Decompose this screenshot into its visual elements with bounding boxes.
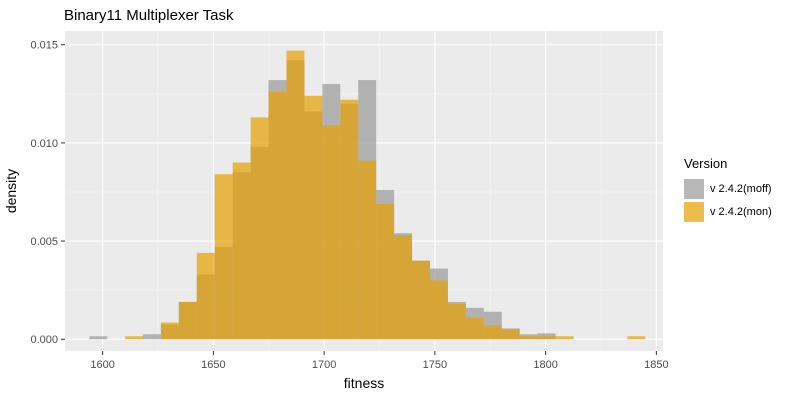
legend-item-mon: v 2.4.2(mon)	[684, 200, 772, 223]
bar-mon	[250, 117, 269, 340]
legend-label-moff: v 2.4.2(moff)	[710, 182, 772, 195]
legend: Version v 2.4.2(moff) v 2.4.2(mon)	[684, 156, 772, 223]
bar-mon	[376, 203, 395, 340]
bar-mon	[447, 303, 466, 340]
legend-label-mon: v 2.4.2(mon)	[710, 205, 772, 218]
x-tick-label: 1750	[423, 359, 447, 371]
y-tick-label: 0.010	[30, 138, 58, 150]
bar-mon	[358, 160, 377, 340]
x-axis: 1600 1650 1700 1750 1800 1850	[90, 351, 669, 371]
x-axis-label: fitness	[344, 375, 384, 391]
legend-key-mon	[684, 201, 704, 222]
y-axis: 0.000 0.005 0.010 0.015	[30, 40, 65, 346]
x-tick-label: 1850	[644, 359, 668, 371]
bar-mon	[178, 301, 197, 340]
y-axis-label: density	[3, 169, 19, 213]
bar-mon	[268, 91, 287, 340]
bar-mon	[501, 329, 520, 340]
bar-mon	[196, 252, 215, 340]
bar-mon	[537, 336, 556, 340]
bar-mon	[214, 174, 233, 340]
bar-mon	[483, 325, 502, 340]
y-tick-label: 0.000	[30, 334, 58, 346]
x-tick-label: 1800	[533, 359, 557, 371]
bar-mon	[340, 99, 359, 340]
bar-mon	[555, 336, 574, 340]
bar-moff	[89, 336, 108, 340]
legend-key-moff	[684, 178, 704, 199]
x-tick-label: 1600	[90, 359, 114, 371]
bar-mon	[430, 280, 448, 340]
bar-mon	[465, 317, 484, 340]
bar-mon	[304, 95, 323, 340]
legend-title: Version	[684, 156, 728, 171]
x-tick-label: 1700	[312, 359, 336, 371]
bar-mon	[519, 336, 538, 340]
bar-mon	[322, 125, 341, 340]
bar-mon	[412, 260, 431, 340]
legend-item-moff: v 2.4.2(moff)	[684, 177, 772, 200]
y-tick-label: 0.005	[30, 236, 58, 248]
bar-moff	[142, 334, 161, 340]
bar-mon	[160, 322, 179, 340]
y-tick-label: 0.015	[30, 40, 58, 52]
chart-title: Binary11 Multiplexer Task	[64, 7, 234, 24]
bars	[89, 50, 646, 340]
bar-mon	[232, 162, 251, 340]
bar-mon	[125, 336, 143, 340]
bar-mon	[286, 50, 305, 340]
x-tick-label: 1650	[201, 359, 225, 371]
bar-mon	[627, 336, 646, 340]
bar-mon	[394, 235, 413, 340]
